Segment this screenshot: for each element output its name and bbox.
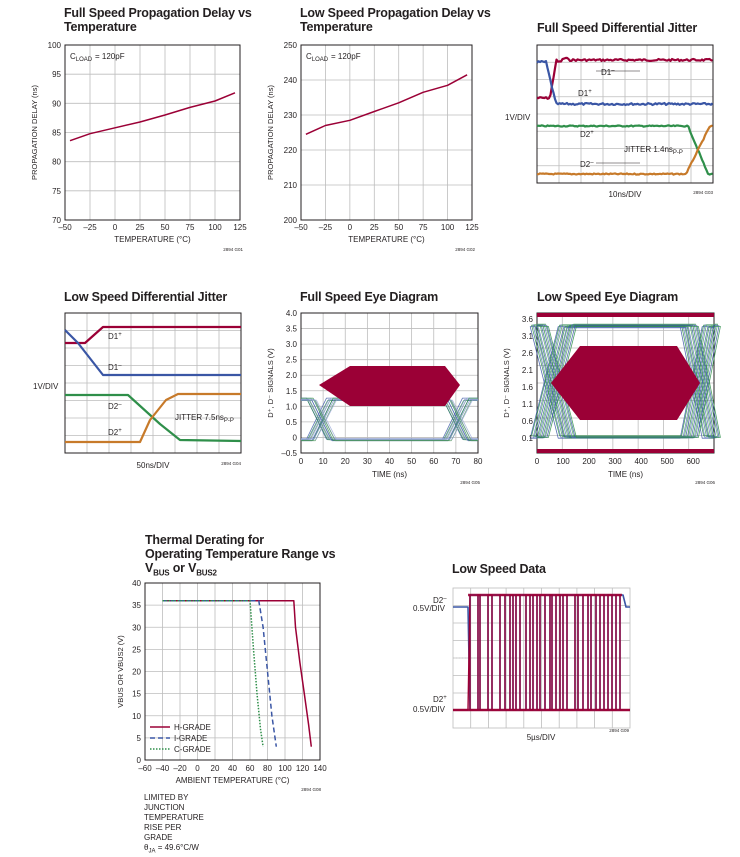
vdiv-label-2: 0.5V/DIV [413,705,446,714]
vdiv-label-1: 0.5V/DIV [413,604,446,613]
figure-code: 2894 G09 [609,728,629,733]
tdiv-label: 5µs/DIV [527,733,556,742]
label-d2-plus: D2+ [433,695,447,704]
